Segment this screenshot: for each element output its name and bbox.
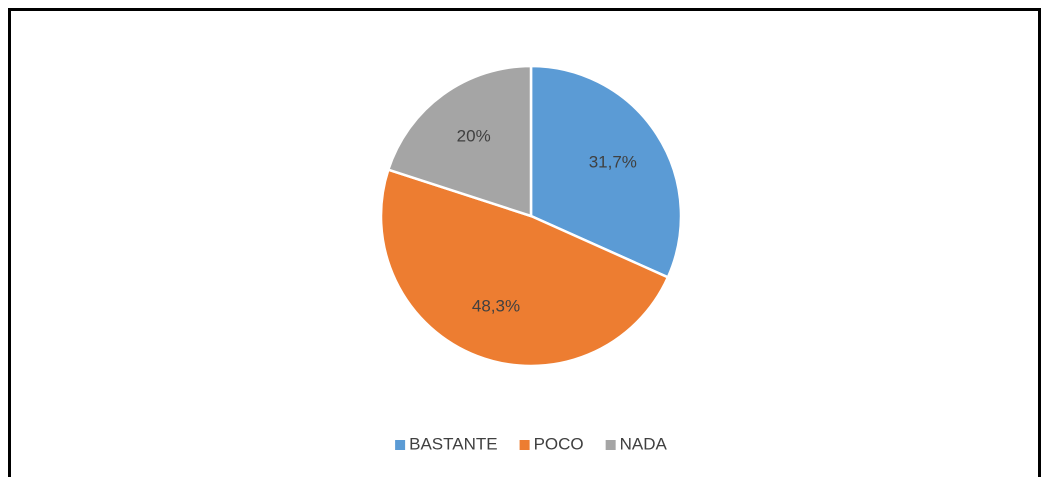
legend-label: NADA xyxy=(620,434,668,453)
data-label: 31,7% xyxy=(589,152,637,171)
legend: BASTANTE POCO NADA xyxy=(395,434,668,453)
legend-label: POCO xyxy=(534,434,584,453)
pie-slice xyxy=(529,64,683,279)
legend-swatch xyxy=(519,440,530,450)
legend-label: BASTANTE xyxy=(409,434,497,453)
pie: 31,7% 48,3% 20% xyxy=(379,64,683,368)
chart-frame xyxy=(8,8,1041,477)
pie-slice xyxy=(379,168,670,368)
data-label: 20% xyxy=(457,127,491,146)
legend-swatch xyxy=(395,440,406,450)
data-label: 48,3% xyxy=(472,296,520,315)
pie-slice xyxy=(386,64,533,218)
legend-swatch xyxy=(605,440,616,450)
